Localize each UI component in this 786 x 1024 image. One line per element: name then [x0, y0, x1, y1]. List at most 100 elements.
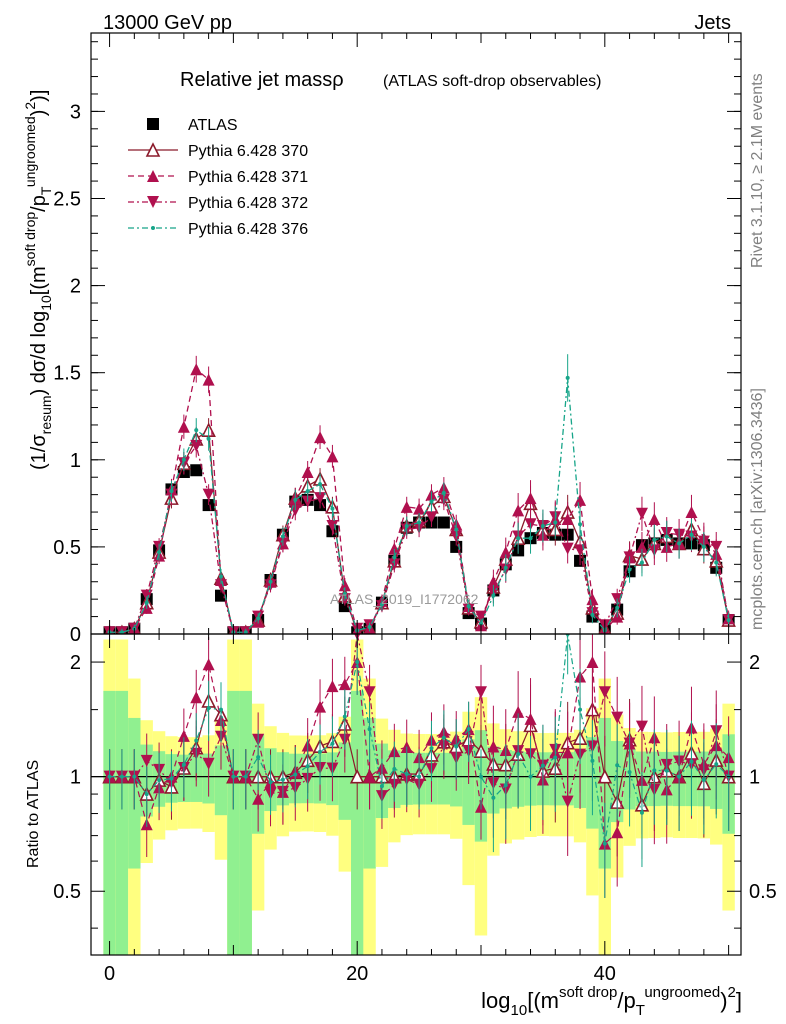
- data-point: [664, 534, 669, 539]
- data-point: [574, 493, 587, 506]
- legend-marker: [147, 170, 159, 182]
- data-point: [553, 520, 558, 525]
- data-point: [561, 542, 574, 555]
- ratio-point: [491, 795, 496, 800]
- ratio-point: [635, 720, 648, 733]
- data-point: [379, 602, 384, 607]
- ratio-point: [243, 774, 248, 779]
- ratio-point: [540, 763, 545, 768]
- ratio-point: [689, 759, 694, 764]
- ratio-point: [349, 768, 365, 784]
- data-point: [268, 579, 273, 584]
- header-right: Jets: [694, 12, 731, 34]
- legend-label: ATLAS: [188, 117, 238, 134]
- data-point: [190, 439, 203, 452]
- series-layer: [91, 354, 741, 898]
- ratio-point: [256, 755, 261, 760]
- data-point: [726, 618, 731, 623]
- mcplots-label: mcplots.cern.ch [arXiv:1306.3436]: [749, 388, 766, 630]
- header-left: 13000 GeV pp: [103, 12, 232, 34]
- ratio-point: [627, 770, 632, 775]
- ratio-point: [639, 810, 644, 815]
- data-point: [326, 450, 339, 463]
- ratio-point: [578, 707, 583, 712]
- data-point: [503, 565, 508, 570]
- data-point: [516, 536, 521, 541]
- y-tick-label: 3: [70, 101, 81, 123]
- data-point: [314, 431, 327, 444]
- ratio-point: [318, 749, 323, 754]
- ratio-point: [615, 763, 620, 768]
- ratio-point: [664, 768, 669, 773]
- data-point: [565, 375, 570, 380]
- data-point: [330, 506, 335, 511]
- band-green: [351, 690, 364, 955]
- ratio-point: [611, 826, 624, 839]
- ratio-point: [611, 711, 624, 724]
- data-point: [639, 560, 644, 565]
- ratio-point: [404, 771, 409, 776]
- data-point: [615, 605, 620, 610]
- series-line: [109, 444, 730, 633]
- ratio-point: [466, 727, 471, 732]
- x-tick-label: 40: [594, 963, 616, 985]
- data-point: [578, 522, 583, 527]
- data-point: [202, 488, 215, 501]
- data-point: [206, 436, 211, 441]
- data-point: [627, 567, 632, 572]
- ratio-point: [454, 744, 459, 749]
- data-point: [169, 489, 174, 494]
- ratio-point: [429, 746, 434, 751]
- data-point: [635, 540, 648, 553]
- ratio-point: [181, 762, 186, 767]
- main-panel: [103, 354, 736, 634]
- data-point: [586, 593, 599, 606]
- ratio-y-axis-label: Ratio to ATLAS: [25, 760, 42, 868]
- x-tick-label: 0: [104, 963, 115, 985]
- ratio-point: [330, 741, 335, 746]
- data-point: [714, 560, 719, 565]
- data-point: [404, 523, 409, 528]
- ratio-point: [677, 774, 682, 779]
- y-axis-label: (1/σresum) dσ/d log10[(msoft drop/pTungr…: [22, 90, 54, 470]
- ratio-point: [367, 727, 372, 732]
- ratio-point: [516, 752, 521, 757]
- data-point: [491, 593, 496, 598]
- ratio-point: [714, 762, 719, 767]
- ratio-point: [586, 656, 599, 669]
- data-point: [280, 534, 285, 539]
- ratio-point: [590, 758, 595, 763]
- ratio-point: [379, 784, 384, 789]
- ratio-point: [107, 774, 112, 779]
- legend-marker: [145, 142, 161, 157]
- ratio-point: [602, 841, 607, 846]
- ratio-point: [326, 680, 339, 693]
- data-point: [202, 373, 215, 386]
- data-point: [512, 504, 525, 517]
- ratio-point: [342, 714, 347, 719]
- ratio-point: [231, 774, 236, 779]
- data-point: [400, 500, 413, 513]
- ratio-point: [268, 780, 273, 785]
- data-point: [466, 604, 471, 609]
- ratio-point: [202, 658, 215, 671]
- data-point: [318, 482, 323, 487]
- data-point: [119, 630, 124, 634]
- y-tick-label: 0.5: [53, 537, 81, 559]
- ratio-point: [206, 706, 211, 711]
- band-green: [338, 742, 351, 820]
- data-point: [338, 579, 351, 592]
- ratio-point: [363, 686, 376, 699]
- data-point: [479, 621, 483, 626]
- data-point: [437, 516, 450, 529]
- data-point: [528, 536, 533, 541]
- data-point: [256, 616, 261, 621]
- data-point: [190, 363, 203, 376]
- ratio-point: [119, 774, 124, 779]
- ratio-point: [598, 686, 611, 699]
- band-green: [214, 745, 228, 816]
- data-point: [243, 630, 248, 634]
- ratio-tick-label-right: 1: [749, 767, 760, 789]
- legend-marker: [147, 196, 159, 208]
